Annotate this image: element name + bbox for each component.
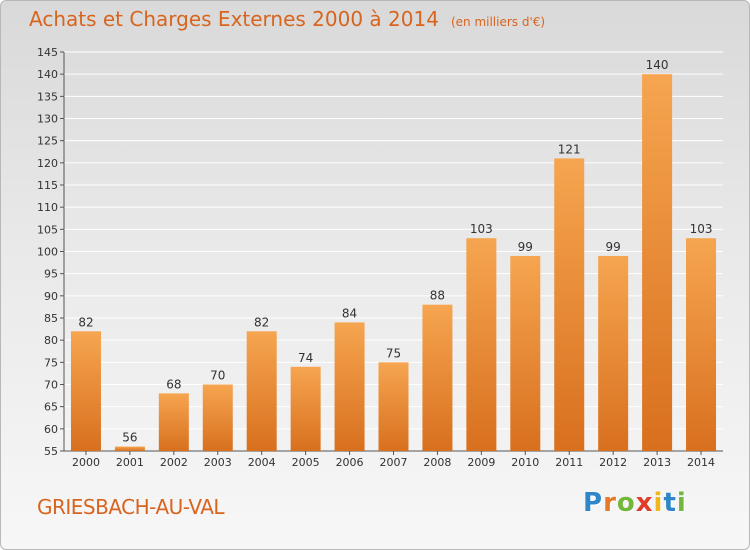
bar — [510, 255, 541, 451]
x-tick-label: 2007 — [380, 456, 408, 469]
x-tick-label: 2002 — [160, 456, 188, 469]
logo-letter: P — [583, 488, 604, 518]
bar — [642, 74, 673, 452]
y-tick-label: 125 — [37, 135, 58, 148]
bar — [686, 238, 717, 451]
x-tick-label: 2010 — [511, 456, 539, 469]
y-tick-label: 95 — [44, 268, 58, 281]
y-tick-label: 65 — [44, 401, 58, 414]
x-tick-label: 2005 — [292, 456, 320, 469]
y-tick-label: 70 — [44, 379, 58, 392]
y-tick-label: 140 — [37, 68, 58, 81]
bar — [158, 393, 189, 451]
logo-letter: i — [676, 488, 687, 518]
data-label: 121 — [558, 142, 581, 156]
data-label: 82 — [254, 315, 269, 329]
bar — [114, 446, 145, 451]
logo-letter: o — [616, 488, 636, 518]
bar — [554, 158, 585, 451]
bar — [334, 322, 365, 451]
y-tick-label: 60 — [44, 423, 58, 436]
data-label: 103 — [470, 222, 493, 236]
y-tick-label: 145 — [37, 46, 58, 59]
logo-letter: x — [635, 488, 654, 518]
x-tick-label: 2011 — [555, 456, 583, 469]
y-tick-label: 85 — [44, 312, 58, 325]
bar — [290, 366, 321, 451]
data-label: 99 — [606, 240, 621, 254]
y-tick-label: 75 — [44, 356, 58, 369]
data-label: 75 — [386, 346, 401, 360]
x-tick-label: 2001 — [116, 456, 144, 469]
chart-title-text: Achats et Charges Externes 2000 à 2014 — [29, 7, 439, 31]
y-tick-label: 100 — [37, 246, 58, 259]
x-tick-label: 2014 — [687, 456, 715, 469]
data-label: 103 — [690, 222, 713, 236]
proxiti-logo: Proxiti — [583, 488, 687, 518]
chart-title: Achats et Charges Externes 2000 à 2014 (e… — [29, 7, 545, 31]
y-tick-label: 130 — [37, 113, 58, 126]
x-tick-label: 2006 — [336, 456, 364, 469]
data-label: 88 — [430, 289, 445, 303]
y-tick-label: 105 — [37, 223, 58, 236]
y-tick-label: 135 — [37, 90, 58, 103]
logo-letter: i — [653, 488, 664, 518]
x-tick-label: 2008 — [423, 456, 451, 469]
bar — [70, 331, 101, 451]
x-tick-label: 2009 — [467, 456, 495, 469]
y-tick-label: 80 — [44, 334, 58, 347]
data-label: 74 — [298, 351, 313, 365]
x-tick-label: 2004 — [248, 456, 276, 469]
y-tick-label: 90 — [44, 290, 58, 303]
bar — [598, 255, 629, 451]
bar — [246, 331, 277, 451]
bar — [422, 304, 453, 451]
bar — [466, 238, 497, 451]
data-label: 82 — [78, 315, 93, 329]
logo-letter: t — [663, 488, 677, 518]
y-tick-label: 120 — [37, 157, 58, 170]
logo-letter: r — [603, 488, 617, 518]
commune-name: GRIESBACH-AU-VAL — [37, 495, 225, 519]
bar — [378, 362, 409, 451]
x-tick-label: 2012 — [599, 456, 627, 469]
data-label: 140 — [646, 58, 669, 72]
data-label: 99 — [518, 240, 533, 254]
data-label: 68 — [166, 377, 181, 391]
y-tick-label: 55 — [44, 445, 58, 458]
x-tick-label: 2000 — [72, 456, 100, 469]
bar — [202, 384, 233, 451]
y-tick-label: 115 — [37, 179, 58, 192]
x-tick-label: 2003 — [204, 456, 232, 469]
y-tick-label: 110 — [37, 201, 58, 214]
data-label: 56 — [122, 431, 137, 445]
x-tick-label: 2013 — [643, 456, 671, 469]
chart-subtitle: (en milliers d'€) — [450, 15, 546, 29]
data-label: 84 — [342, 306, 357, 320]
data-label: 70 — [210, 369, 225, 383]
